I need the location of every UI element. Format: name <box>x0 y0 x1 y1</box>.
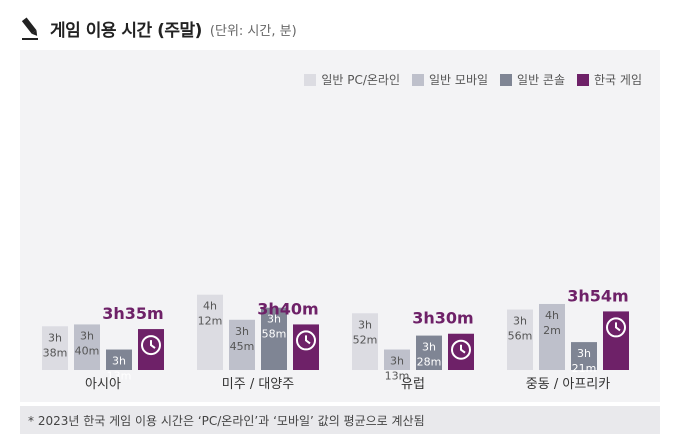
page-title: 게임 이용 시간 (주말) <box>50 20 202 41</box>
bar-1-3 <box>352 313 378 370</box>
legend-label-pc: 일반 PC/온라인 <box>321 73 401 87</box>
bar-label-3-3-1: 3h <box>422 341 436 354</box>
clock-icon-1 <box>141 335 161 356</box>
category-label-3: 유럽 <box>401 377 425 392</box>
bar-label-3-4-1: 3h <box>577 347 591 360</box>
bar-label-1-2-1: 4h <box>203 300 217 313</box>
bar-label-1-2-2: 12m <box>198 315 223 328</box>
bar-3-2 <box>261 307 287 370</box>
bar-2-4 <box>539 303 565 370</box>
clock-hands-2 <box>305 335 311 345</box>
bar-label-3-1-2: 13m <box>107 370 132 383</box>
bar-label-2-4-1: 4h <box>545 309 559 322</box>
bar-label-3-3-2: 28m <box>417 356 442 369</box>
korea-total-label-2: 3h40m <box>257 299 318 318</box>
bar-2-2 <box>229 319 255 370</box>
pencil-icon <box>21 17 38 40</box>
bar-label-2-2-1: 3h <box>235 325 249 338</box>
bar-label-2-1-2: 40m <box>75 344 100 357</box>
bar-3-3 <box>416 335 442 370</box>
legend-label-console: 일반 콘솔 <box>517 73 566 87</box>
title-area: 게임 이용 시간 (주말) (단위: 시간, 분) <box>20 10 297 46</box>
korea-total-label-3: 3h30m <box>412 309 473 328</box>
bar-label-1-1-2: 38m <box>43 346 68 359</box>
clock-hands-3 <box>460 344 466 354</box>
legend-label-mobile: 일반 모바일 <box>429 73 489 87</box>
category-label-1: 아시아 <box>85 377 121 392</box>
legend: 일반 PC/온라인 일반 모바일 일반 콘솔 한국 게임 <box>304 71 642 88</box>
bar-label-2-1-1: 3h <box>80 329 94 342</box>
bar-label-1-4-1: 3h <box>513 315 527 328</box>
clock-icon-4 <box>606 317 626 338</box>
legend-swatch-korea <box>577 73 590 86</box>
legend-swatch-mobile <box>412 73 425 86</box>
clock-icon-3 <box>451 339 471 360</box>
bar-1-2 <box>197 294 223 370</box>
chart-panel: 일반 PC/온라인 일반 모바일 일반 콘솔 한국 게임 3h 38m 3h 40m 3… <box>20 50 660 402</box>
unit-label: (단위: 시간, 분) <box>209 23 297 39</box>
legend-item-korea: 한국 게임 <box>577 71 642 88</box>
bar-label-2-3-2: 13m <box>385 370 410 383</box>
bar-label-3-4-2: 21m <box>572 362 597 375</box>
legend-item-console: 일반 콘솔 <box>500 71 565 88</box>
bar-2-1 <box>74 324 100 370</box>
category-label-4: 중동 / 아프리카 <box>526 377 610 392</box>
bar-3-4 <box>571 342 597 370</box>
clock-icon-2 <box>296 330 316 351</box>
bar-4-4 <box>603 311 629 370</box>
bar-label-1-1-1: 3h <box>48 331 62 344</box>
bar-3-1 <box>106 349 132 370</box>
bar-label-3-2-1: 3h <box>267 313 281 326</box>
bar-label-3-1-1: 3h <box>112 355 126 368</box>
bar-1-4 <box>507 309 533 370</box>
bar-label-1-3-2: 52m <box>353 333 378 346</box>
bar-label-2-4-2: 2m <box>543 324 561 337</box>
legend-swatch-console <box>500 73 513 86</box>
legend-item-pc: 일반 PC/온라인 <box>304 71 400 88</box>
legend-swatch-pc <box>304 73 317 86</box>
bar-label-2-3-1: 3h <box>390 355 404 368</box>
bar-label-2-2-2: 45m <box>230 340 255 353</box>
legend-item-mobile: 일반 모바일 <box>412 71 488 88</box>
footnote-bar: * 2023년 한국 게임 이용 시간은 ‘PC/온라인’과 ‘모바일’ 값의 … <box>20 406 660 434</box>
bar-2-3 <box>384 349 410 370</box>
category-label-2: 미주 / 대양주 <box>222 377 294 392</box>
bar-chart: 3h38m3h40m3h13m3h35m아시아4h12m3h45m3h58m3h… <box>42 286 629 392</box>
korea-total-label-1: 3h35m <box>102 304 163 323</box>
bar-label-3-2-2: 58m <box>262 328 287 341</box>
bar-label-1-4-2: 56m <box>508 330 533 343</box>
clock-hands-1 <box>150 340 156 349</box>
bar-1-1 <box>42 326 68 370</box>
footnote: * 2023년 한국 게임 이용 시간은 ‘PC/온라인’과 ‘모바일’ 값의 … <box>28 413 425 428</box>
legend-label-korea: 한국 게임 <box>594 73 642 87</box>
clock-hands-4 <box>615 322 621 332</box>
korea-total-label-4: 3h54m <box>567 286 628 305</box>
bar-label-1-3-1: 3h <box>358 318 372 331</box>
